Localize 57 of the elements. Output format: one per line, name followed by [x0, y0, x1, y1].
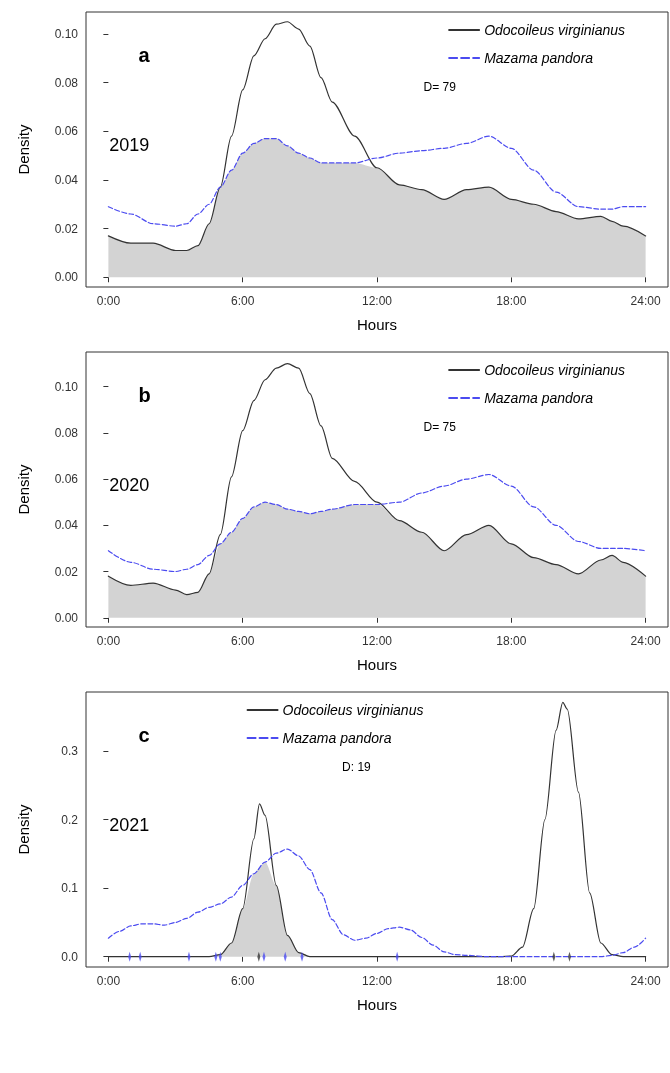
x-tick-label: 6:00 — [231, 974, 255, 988]
annotation: 2020 — [109, 474, 150, 495]
legend-label: Odocoileus virginianus — [484, 362, 625, 378]
line-series — [107, 848, 647, 958]
x-axis-title: Hours — [356, 996, 398, 1013]
y-tick-label: 0.08 — [54, 425, 79, 440]
annotation: b — [138, 384, 151, 406]
legend-label: Odocoileus virginianus — [484, 22, 625, 38]
x-tick-label: 24:00 — [630, 634, 661, 648]
x-tick-label: 12:00 — [361, 634, 393, 648]
y-tick-label: 0.1 — [61, 881, 79, 896]
y-tick-label: 0.08 — [54, 75, 79, 90]
y-axis-title: Density — [15, 464, 32, 515]
x-axis-title: Hours — [356, 656, 398, 673]
x-tick-label: 12:00 — [361, 294, 393, 308]
y-axis-title: Density — [15, 124, 32, 175]
x-tick-label: 12:00 — [361, 974, 393, 988]
y-axis-title: Density — [15, 804, 32, 855]
x-axis-title: Hours — [356, 316, 398, 333]
annotation: 2021 — [109, 814, 150, 835]
y-tick-label: 0.00 — [54, 610, 79, 625]
x-tick-label: 0:00 — [96, 634, 121, 648]
annotation: D: 19 — [342, 759, 372, 774]
x-tick-label: 24:00 — [630, 294, 661, 308]
x-tick-label: 6:00 — [231, 634, 255, 648]
x-tick-label: 0:00 — [96, 974, 121, 988]
y-tick-label: 0.06 — [54, 124, 79, 139]
y-tick-label: 0.02 — [54, 221, 79, 236]
y-tick-label: 0.10 — [54, 26, 79, 41]
line-series — [107, 473, 647, 573]
legend-label: Mazama pandora — [282, 730, 392, 746]
y-tick-label: 0.10 — [54, 379, 79, 394]
y-tick-label: 0.02 — [54, 564, 79, 579]
legend-label: Mazama pandora — [484, 50, 594, 66]
annotation: D= 75 — [423, 419, 457, 434]
annotation: D= 79 — [423, 79, 457, 94]
legend-label: Odocoileus virginianus — [282, 702, 424, 718]
y-tick-label: 0.00 — [54, 270, 79, 285]
annotation: c — [138, 724, 150, 746]
y-tick-label: 0.2 — [61, 812, 79, 827]
annotation: a — [138, 44, 151, 66]
y-tick-label: 0.0 — [61, 949, 79, 964]
line-series — [107, 135, 647, 227]
x-tick-label: 6:00 — [231, 294, 255, 308]
x-tick-label: 0:00 — [96, 294, 121, 308]
annotation: 2019 — [109, 134, 150, 155]
line-series — [107, 362, 647, 596]
legend-label: Mazama pandora — [484, 390, 594, 406]
x-tick-label: 18:00 — [496, 294, 527, 308]
x-tick-label: 24:00 — [630, 974, 661, 988]
line-series — [107, 21, 647, 252]
y-tick-label: 0.3 — [61, 743, 79, 758]
y-tick-label: 0.06 — [54, 472, 79, 487]
y-tick-label: 0.04 — [54, 172, 79, 187]
x-tick-label: 18:00 — [496, 974, 527, 988]
x-tick-label: 18:00 — [496, 634, 527, 648]
y-tick-label: 0.04 — [54, 518, 79, 533]
